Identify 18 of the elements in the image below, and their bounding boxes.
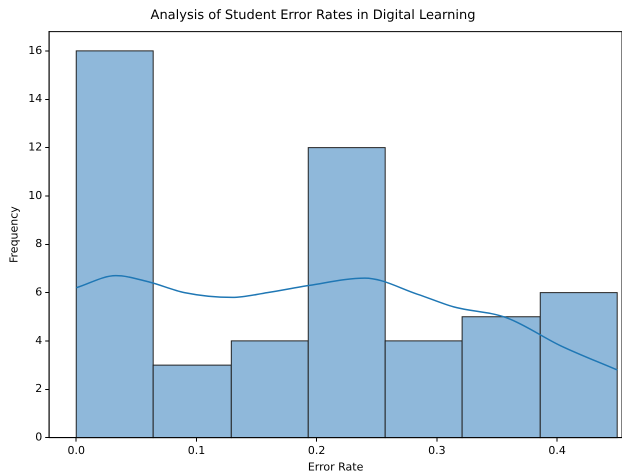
y-axis-title: Frequency [7,206,20,264]
x-tick-label: 0.4 [548,444,566,458]
x-tick-label: 0.2 [308,444,326,458]
x-tick-label: 0.3 [428,444,446,458]
y-tick-label: 14 [28,92,42,106]
x-tick-label: 0.0 [67,444,85,458]
y-tick-label: 4 [35,334,42,347]
y-tick-label: 8 [35,237,42,250]
y-tick-label: 6 [35,285,42,298]
y-tick-label: 2 [35,382,42,396]
x-tick-label: 0.1 [188,444,206,458]
y-tick-label: 10 [28,188,42,202]
y-tick-label: 16 [28,44,42,57]
chart-title: Analysis of Student Error Rates in Digital Learning [150,8,476,24]
y-tick-label: 0 [35,430,42,444]
line-series [75,274,618,371]
x-axis-title: Error Rate [308,460,364,474]
y-tick-label: 12 [28,140,42,154]
